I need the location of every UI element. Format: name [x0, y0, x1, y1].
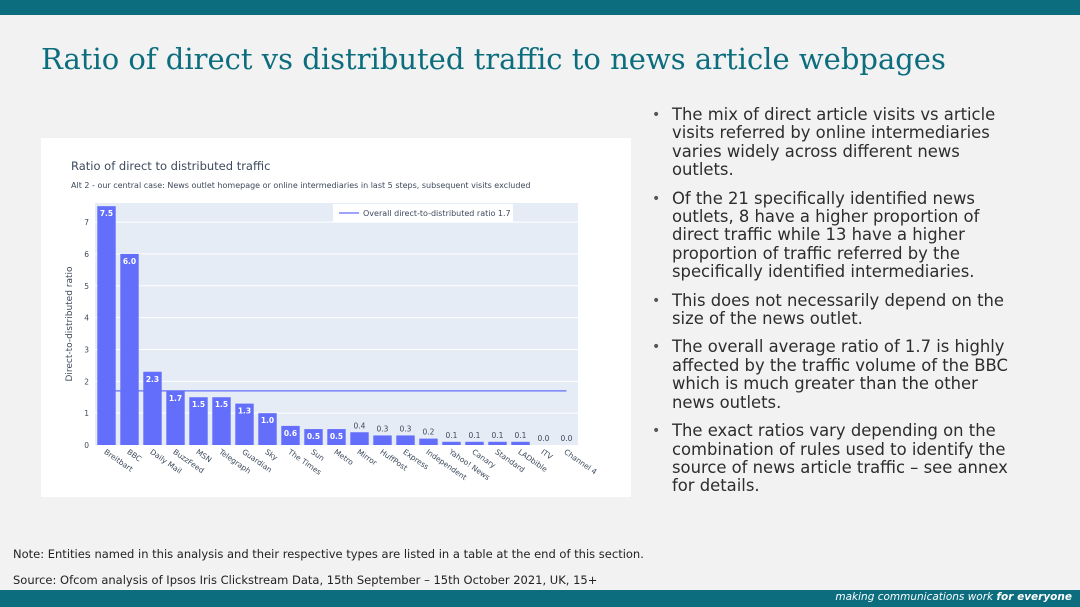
bar-chart: Ratio of direct to distributed traffic A… [65, 159, 599, 482]
bar-breitbart [97, 206, 116, 445]
bullet-text: Of the 21 specifically identified news o… [672, 188, 980, 282]
y-tick-label: 0 [84, 441, 89, 450]
bar-yahoo-news [442, 441, 461, 445]
bar-value-label: 0.0 [538, 434, 550, 443]
bar-bbc [120, 253, 139, 445]
chart-subtitle: Alt 2 - our central case: News outlet ho… [71, 181, 530, 190]
y-tick-label: 6 [84, 250, 89, 259]
x-tick-label: Sky [263, 447, 279, 462]
chart-legend: Overall direct-to-distributed ratio 1.7 [333, 204, 513, 222]
tagline-bold: for everyone [996, 591, 1072, 603]
bar-value-label: 0.1 [469, 431, 481, 440]
slide-title: Ratio of direct vs distributed traffic t… [41, 42, 946, 76]
x-tick-label: Metro [332, 447, 355, 467]
bullet-dot-icon: • [652, 339, 661, 356]
y-tick-label: 1 [84, 409, 89, 418]
bar-standard [488, 441, 507, 445]
bullet-dot-icon: • [652, 107, 661, 123]
bar-value-label: 0.5 [307, 432, 320, 441]
x-tick-label: Channel 4 [562, 447, 598, 476]
y-tick-label: 4 [84, 314, 89, 323]
bar-buzzfeed [166, 390, 185, 445]
legend-box [333, 204, 513, 222]
chart-panel: Ratio of direct to distributed traffic A… [41, 138, 631, 497]
bar-value-label: 0.2 [423, 428, 435, 437]
bar-canary [465, 441, 484, 445]
bullet-dot-icon: • [652, 292, 661, 309]
bar-metro [327, 429, 346, 445]
tagline-prefix: making communications work [835, 591, 997, 603]
bullet-item: • Of the 21 specifically identified news … [652, 188, 1024, 282]
bar-value-label: 1.3 [238, 407, 251, 416]
bar-guardian [235, 403, 254, 445]
bar-value-label: 1.0 [261, 416, 274, 425]
bullet-list: • The mix of direct article visits vs art… [652, 105, 1024, 506]
legend-label: Overall direct-to-distributed ratio 1.7 [363, 209, 511, 218]
bar-value-label: 0.1 [515, 431, 527, 440]
bar-value-label: 0.3 [400, 424, 412, 433]
bar-value-label: 0.1 [446, 431, 458, 440]
bullet-item: • The overall average ratio of 1.7 is hig… [652, 338, 1024, 412]
bar-value-label: 0.6 [284, 429, 297, 438]
bar-express [396, 435, 415, 445]
bar-huffpost [373, 435, 392, 445]
bar-independent [419, 438, 438, 445]
y-tick-label: 5 [84, 282, 89, 291]
x-tick-label: Mirror [355, 447, 379, 468]
bar-value-label: 1.5 [215, 400, 228, 409]
footnote: Note: Entities named in this analysis an… [13, 547, 644, 561]
y-axis-title: Direct-to-distributed ratio [65, 266, 75, 382]
bar-value-label: 7.5 [100, 209, 113, 218]
bar-mirror [350, 432, 369, 445]
x-tick-label: ITV [539, 447, 555, 462]
bar-sun [304, 429, 323, 445]
bullet-text: This does not necessarily depend on the … [672, 290, 1004, 329]
y-tick-label: 2 [84, 377, 89, 386]
bar-daily-mail [143, 371, 162, 445]
bar-value-label: 1.5 [192, 400, 205, 409]
bar-value-label: 0.1 [492, 431, 504, 440]
bar-telegraph [212, 397, 231, 445]
bullet-dot-icon: • [652, 190, 661, 207]
bullet-text: The exact ratios vary depending on the c… [672, 421, 1008, 496]
bar-msn [189, 397, 208, 445]
bullet-item: • This does not necessarily depend on the… [652, 290, 1024, 329]
bullet-item: • The exact ratios vary depending on the … [652, 421, 1024, 496]
bar-value-label: 6.0 [123, 257, 136, 266]
bar-value-label: 0.5 [330, 432, 343, 441]
y-tick-label: 3 [84, 345, 89, 354]
bullet-item: • The mix of direct article visits vs art… [652, 105, 1024, 180]
bullet-text: The mix of direct article visits vs arti… [672, 105, 996, 180]
source-note: Source: Ofcom analysis of Ipsos Iris Cli… [13, 573, 598, 587]
bar-ladbible [511, 441, 530, 445]
tagline: making communications work for everyone [835, 591, 1072, 603]
bullet-dot-icon: • [652, 423, 661, 440]
bar-value-label: 0.0 [561, 434, 573, 443]
bar-value-label: 0.3 [377, 424, 389, 433]
bar-value-label: 1.7 [169, 394, 182, 403]
top-banner [0, 0, 1080, 15]
bottom-banner: making communications work for everyone [0, 590, 1080, 607]
bar-the-times [281, 425, 300, 445]
bar-value-label: 0.4 [354, 421, 366, 430]
chart-title: Ratio of direct to distributed traffic [71, 159, 270, 173]
y-tick-label: 7 [84, 218, 89, 227]
bar-sky [258, 413, 277, 445]
bullet-text: The overall average ratio of 1.7 is high… [672, 337, 1008, 412]
bar-value-label: 2.3 [146, 375, 159, 384]
